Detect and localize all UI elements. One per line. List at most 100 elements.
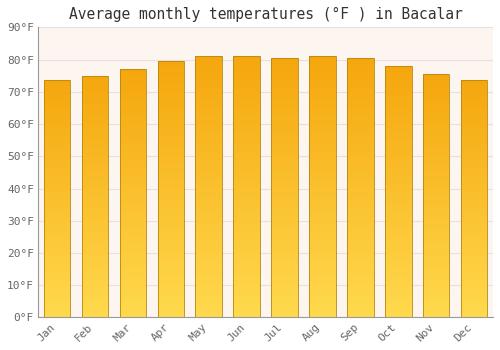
Bar (385, 239, 411, 242)
Bar (272, 188, 298, 191)
Bar (234, 161, 260, 164)
Bar (461, 107, 487, 110)
Bar (120, 280, 146, 284)
Bar (347, 269, 374, 272)
Bar (385, 135, 411, 138)
Bar (309, 56, 336, 60)
Bar (385, 129, 411, 132)
Bar (120, 184, 146, 187)
Bar (309, 226, 336, 229)
Bar (309, 184, 336, 187)
Bar (158, 314, 184, 317)
Bar (120, 311, 146, 314)
Bar (120, 72, 146, 75)
Bar (196, 262, 222, 265)
Bar (234, 73, 260, 76)
Bar (385, 217, 411, 220)
Bar (423, 223, 450, 226)
Bar (423, 184, 450, 187)
Bar (82, 278, 108, 281)
Bar (120, 162, 146, 166)
Bar (309, 203, 336, 206)
Bar (196, 164, 222, 167)
Bar (234, 223, 260, 226)
Bar (196, 197, 222, 200)
Bar (120, 131, 146, 134)
Bar (423, 138, 450, 141)
Bar (461, 303, 487, 306)
Bar (234, 187, 260, 190)
Bar (82, 206, 108, 209)
Bar (158, 80, 184, 84)
Bar (423, 284, 450, 287)
Bar (461, 297, 487, 300)
Bar (158, 247, 184, 250)
Bar (272, 58, 298, 317)
Bar (158, 218, 184, 221)
Bar (196, 308, 222, 311)
Bar (385, 289, 411, 292)
Bar (44, 244, 70, 246)
Bar (461, 196, 487, 199)
Bar (158, 173, 184, 176)
Bar (385, 179, 411, 182)
Bar (158, 253, 184, 257)
Bar (82, 139, 108, 142)
Bar (309, 151, 336, 154)
Bar (347, 103, 374, 107)
Bar (461, 190, 487, 193)
Bar (423, 135, 450, 138)
Bar (272, 103, 298, 107)
Bar (423, 86, 450, 89)
Bar (385, 97, 411, 100)
Bar (158, 71, 184, 74)
Bar (44, 95, 70, 98)
Bar (309, 314, 336, 317)
Bar (120, 110, 146, 113)
Bar (309, 131, 336, 135)
Bar (385, 116, 411, 119)
Bar (423, 241, 450, 244)
Bar (347, 256, 374, 259)
Bar (120, 144, 146, 147)
Bar (385, 100, 411, 104)
Bar (347, 87, 374, 90)
Bar (196, 187, 222, 190)
Bar (120, 94, 146, 97)
Bar (461, 178, 487, 181)
Bar (120, 150, 146, 153)
Bar (423, 193, 450, 196)
Bar (423, 77, 450, 80)
Bar (120, 69, 146, 317)
Bar (196, 268, 222, 272)
Bar (461, 211, 487, 214)
Bar (158, 286, 184, 289)
Bar (385, 141, 411, 145)
Bar (158, 237, 184, 240)
Bar (234, 301, 260, 304)
Bar (423, 247, 450, 251)
Bar (272, 61, 298, 64)
Bar (385, 75, 411, 78)
Bar (82, 230, 108, 233)
Bar (234, 272, 260, 275)
Bar (44, 258, 70, 261)
Bar (234, 265, 260, 268)
Bar (82, 197, 108, 199)
Bar (272, 139, 298, 142)
Bar (44, 252, 70, 255)
Bar (309, 108, 336, 112)
Bar (196, 298, 222, 301)
Bar (44, 140, 70, 143)
Bar (196, 69, 222, 73)
Bar (120, 75, 146, 78)
Bar (272, 233, 298, 236)
Bar (347, 113, 374, 116)
Bar (423, 181, 450, 184)
Bar (272, 64, 298, 68)
Bar (234, 259, 260, 262)
Bar (347, 178, 374, 181)
Bar (423, 126, 450, 129)
Bar (196, 56, 222, 317)
Bar (347, 298, 374, 301)
